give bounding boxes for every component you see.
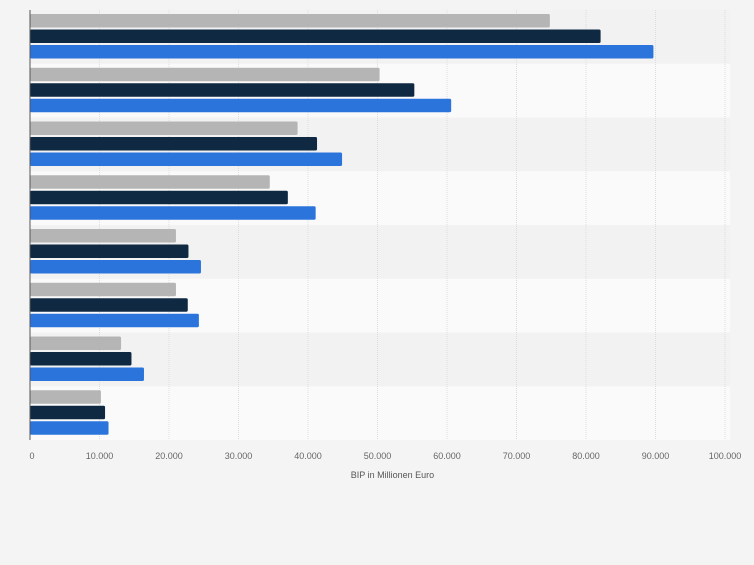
x-tick-label: 60.000 bbox=[433, 451, 461, 461]
x-tick-label: 40.000 bbox=[294, 451, 322, 461]
bar[interactable] bbox=[30, 405, 106, 420]
bar[interactable] bbox=[30, 67, 380, 82]
bar[interactable] bbox=[30, 14, 550, 28]
bar[interactable] bbox=[30, 190, 288, 205]
x-tick-label: 100.000 bbox=[709, 451, 742, 461]
category-band bbox=[30, 386, 730, 440]
bar[interactable] bbox=[30, 336, 122, 351]
bar[interactable] bbox=[30, 313, 199, 328]
bar[interactable] bbox=[30, 229, 176, 243]
bar[interactable] bbox=[30, 206, 316, 220]
bar[interactable] bbox=[30, 175, 270, 189]
bar[interactable] bbox=[30, 390, 101, 404]
x-tick-label: 30.000 bbox=[225, 451, 253, 461]
x-tick-label: 10.000 bbox=[86, 451, 114, 461]
bar[interactable] bbox=[30, 421, 109, 435]
bar[interactable] bbox=[30, 298, 188, 312]
x-tick-label: 80.000 bbox=[572, 451, 600, 461]
category-band bbox=[30, 332, 730, 387]
bar[interactable] bbox=[30, 121, 298, 136]
bar[interactable] bbox=[30, 282, 176, 297]
x-tick-label: 90.000 bbox=[642, 451, 670, 461]
bar[interactable] bbox=[30, 98, 452, 113]
x-axis-ticks: 0 10.000 20.000 30.000 40.000 50.000 60.000 70.… bbox=[29, 451, 741, 461]
x-tick-label: 50.000 bbox=[364, 451, 392, 461]
x-tick-label: 20.000 bbox=[155, 451, 183, 461]
bar[interactable] bbox=[30, 352, 132, 366]
bar[interactable] bbox=[30, 45, 654, 59]
bar[interactable] bbox=[30, 367, 144, 382]
x-tick-label: 0 bbox=[29, 451, 34, 461]
bar[interactable] bbox=[30, 137, 318, 151]
bar[interactable] bbox=[30, 152, 343, 167]
bar[interactable] bbox=[30, 83, 415, 97]
x-tick-label: 70.000 bbox=[503, 451, 531, 461]
x-axis-title: BIP in Millionen Euro bbox=[351, 470, 434, 480]
bar[interactable] bbox=[30, 244, 189, 259]
bar[interactable] bbox=[30, 260, 201, 274]
bar[interactable] bbox=[30, 29, 601, 44]
bars bbox=[30, 14, 654, 435]
